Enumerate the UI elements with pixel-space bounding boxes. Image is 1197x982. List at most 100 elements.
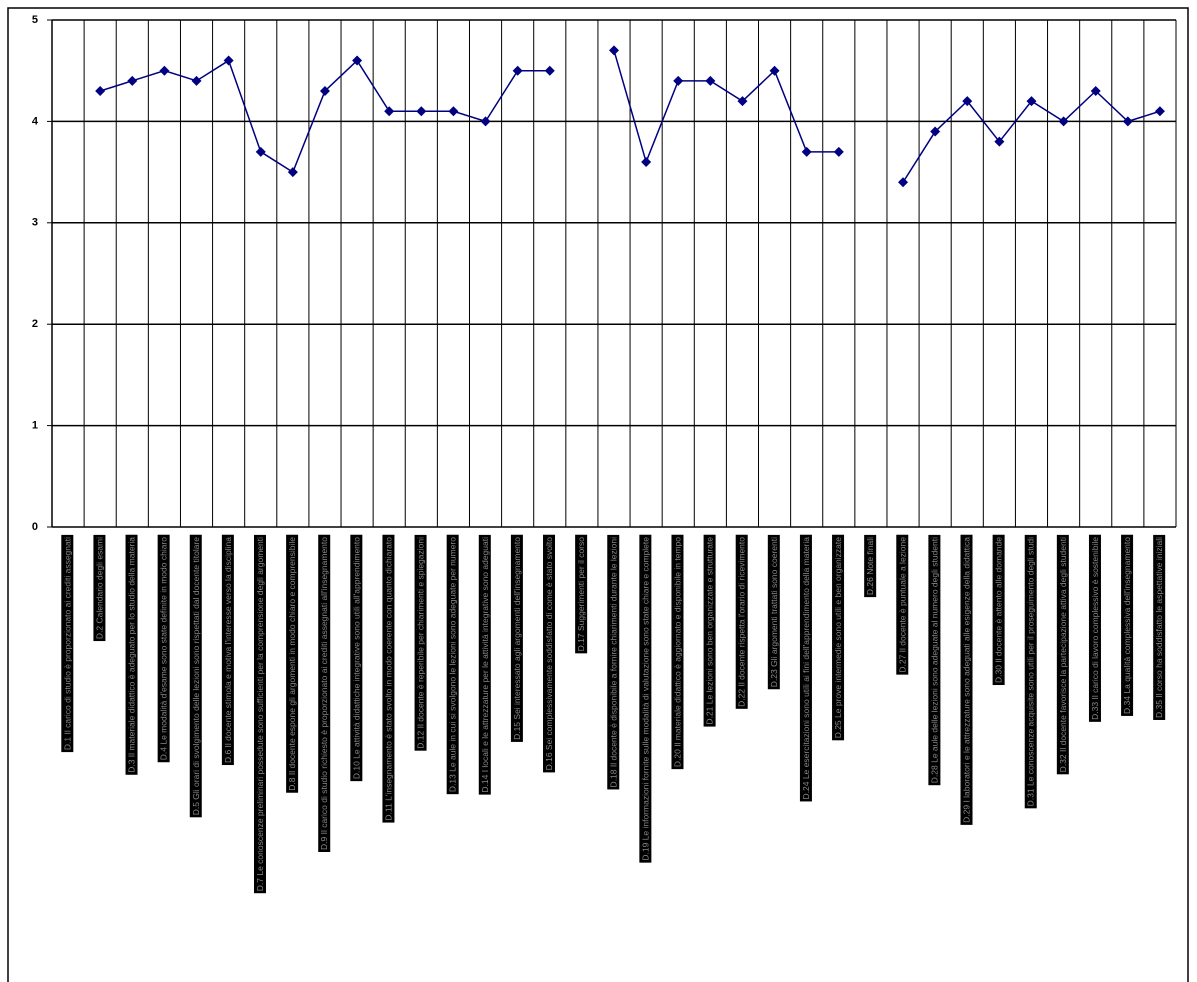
category-label-group: D.5 Gli orari di svolgimento delle lezio… (189, 534, 202, 818)
data-point (930, 126, 941, 137)
y-tick-label: 4 (32, 115, 39, 127)
category-label-bg (1121, 534, 1134, 716)
data-point (223, 55, 234, 66)
x-tick-label: D.16 Sei complessivamente soddisfatto di… (544, 537, 554, 771)
category-label-group: D.3 Il materiale didattico è adeguato pe… (125, 534, 138, 775)
x-tick-label: D.35 Il corso ha soddisfatto le aspettat… (1154, 537, 1164, 718)
x-tick-label: D.31 Le conoscenze acquisite sono utili … (1026, 537, 1036, 806)
x-tick-label: D.2 Calendario degli esami (94, 537, 104, 639)
x-tick-label: D.25 Le prove intermedie sono utili e be… (833, 537, 843, 739)
category-label-group: D.12 Il docente è reperibile per chiarim… (414, 534, 427, 751)
category-label-bg (286, 534, 299, 793)
category-label-bg (928, 534, 941, 786)
category-label-bg (1153, 534, 1166, 720)
category-label-bg (350, 534, 363, 782)
x-tick-label: D.24 Le esercitazioni sono utili ai fini… (801, 537, 811, 800)
data-point (191, 75, 202, 86)
data-point (352, 55, 363, 66)
x-tick-label: D.10 Le attività didattiche integrative … (351, 537, 361, 779)
data-point (319, 85, 330, 96)
x-tick-label: D.8 Il docente espone gli argomenti in m… (287, 537, 297, 791)
category-label-bg (639, 534, 652, 863)
category-label-group: D.33 Il carico di lavoro complessivo è s… (1088, 534, 1101, 722)
data-point (1058, 116, 1069, 127)
x-tick-label: D.21 Le lezioni sono ben organizzate e s… (705, 537, 715, 725)
x-tick-label: D.27 Il docente è puntuale a lezione (897, 537, 907, 673)
x-tick-label: D.17 Suggerimenti per il corso (576, 537, 586, 652)
data-point (416, 106, 427, 117)
data-point (801, 146, 812, 157)
x-tick-label: D.33 Il carico di lavoro complessivo è s… (1090, 537, 1100, 720)
data-point (833, 146, 844, 157)
data-point (1154, 106, 1165, 117)
category-label-group: D.24 Le esercitazioni sono utili ai fini… (799, 534, 812, 802)
category-label-group: D.21 Le lezioni sono ben organizzate e s… (703, 534, 716, 727)
category-label-group: D.10 Le attività didattiche integrative … (350, 534, 363, 782)
category-label-bg (543, 534, 556, 773)
category-label-group: D.18 Il docente è disponibile a fornire … (607, 534, 620, 790)
data-point (737, 96, 748, 107)
chart-frame (7, 7, 1189, 982)
x-tick-label: D.29 I laboratori e le attrezzature sono… (962, 537, 972, 823)
category-label-bg (382, 534, 395, 823)
category-label-group: D.17 Suggerimenti per il corso (575, 534, 588, 654)
data-point (127, 75, 138, 86)
category-label-bg (960, 534, 973, 825)
x-tick-label: D.6 Il docente stimola e motiva l'intere… (223, 537, 233, 763)
x-tick-label: D.19 Le informazioni fornite sulle modal… (640, 537, 650, 861)
x-tick-label: D.26 Note finali (865, 537, 875, 595)
category-label-group: D.25 Le prove intermedie sono utili e be… (832, 534, 845, 741)
category-label-group: D.6 Il docente stimola e motiva l'intere… (221, 534, 234, 766)
data-point (480, 116, 491, 127)
x-tick-label: D.34 La qualità complessiva dell'insegna… (1122, 537, 1132, 714)
category-label-bg (799, 534, 812, 802)
data-point (95, 85, 106, 96)
category-label-group: D.30 Il docente è attento alle domande (992, 534, 1005, 686)
x-tick-label: D.28 Le aule delle lezioni sono adeguate… (929, 537, 939, 783)
data-point (898, 177, 909, 188)
category-label-group: D.14 I locali e le attrezzature per le a… (478, 534, 491, 795)
x-tick-label: D.18 Il docente è disponibile a fornire … (608, 537, 618, 788)
data-point (1122, 116, 1133, 127)
category-label-group: D.2 Calendario degli esami (93, 534, 106, 642)
data-point (1090, 85, 1101, 96)
data-point (609, 45, 619, 56)
data-point (448, 106, 459, 117)
x-tick-label: D.3 Il materiale didattico è adeguato pe… (127, 537, 137, 773)
category-label-bg (735, 534, 748, 709)
category-label-group: D.1 Il carico di studio è proporzionato … (61, 534, 74, 753)
category-label-bg (157, 534, 170, 763)
category-label-bg (864, 534, 877, 598)
x-tick-label: D.20 Il materiale didattico è aggiornato… (672, 537, 682, 767)
category-label-bg (992, 534, 1005, 686)
x-tick-label: D.32 Il docente favorisce la partecipazi… (1058, 537, 1068, 772)
data-point (159, 65, 170, 76)
y-tick-label: 3 (32, 217, 38, 229)
y-tick-label: 5 (32, 14, 38, 26)
category-label-group: D.32 Il docente favorisce la partecipazi… (1056, 534, 1069, 775)
category-label-group: D.19 Le informazioni fornite sulle modal… (639, 534, 652, 863)
x-tick-label: D.22 Il docente rispetta l'orario di ric… (737, 537, 747, 707)
category-label-bg (1088, 534, 1101, 722)
x-tick-label: D.30 Il docente è attento alle domande (994, 537, 1004, 683)
x-tick-label: D.4 Le modalità d'esame sono state defin… (159, 537, 169, 760)
y-tick-label: 2 (32, 318, 38, 330)
data-point (641, 156, 652, 167)
category-label-group: D.29 I laboratori e le attrezzature sono… (960, 534, 973, 825)
x-tick-label: D.7 Le conoscenze preliminari possedute … (255, 537, 265, 891)
category-label-group: D.26 Note finali (864, 534, 877, 598)
x-tick-label: D.12 Il docente è reperibile per chiarim… (416, 537, 426, 749)
category-label-bg (896, 534, 909, 675)
category-label-bg (93, 534, 106, 642)
x-tick-label: D.11 L'insegnamento è stato svolto in mo… (383, 537, 393, 821)
x-tick-label: D.14 I locali e le attrezzature per le a… (480, 537, 490, 793)
category-label-bg (446, 534, 459, 795)
category-label-bg (1056, 534, 1069, 775)
x-tick-label: D.23 Gli argomenti trattati sono coerent… (769, 537, 779, 687)
category-label-group: D.8 Il docente espone gli argomenti in m… (286, 534, 299, 793)
category-label-bg (253, 534, 266, 894)
category-label-bg (478, 534, 491, 795)
category-label-group: D.34 La qualità complessiva dell'insegna… (1121, 534, 1134, 716)
y-tick-label: 1 (32, 420, 38, 432)
